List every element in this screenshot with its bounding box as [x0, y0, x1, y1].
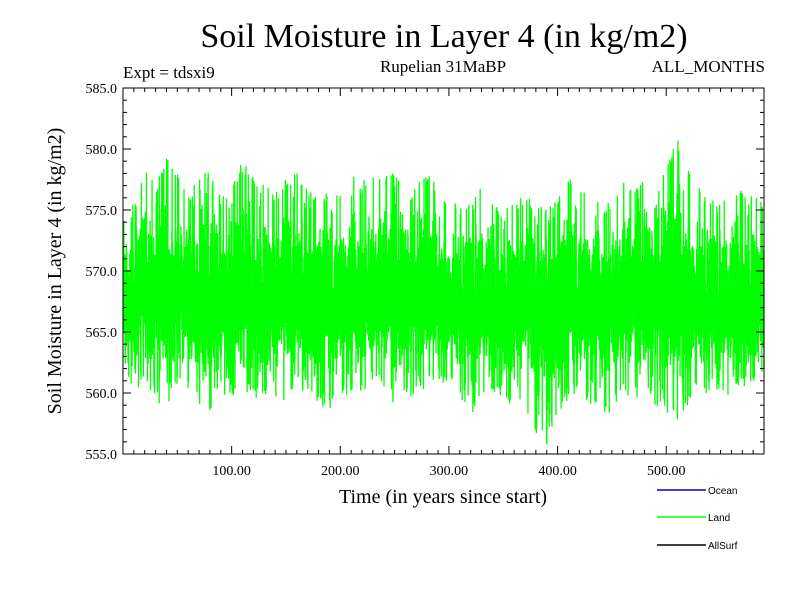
experiment-label: Expt = tdsxi9 [123, 63, 215, 82]
legend-label-ocean: Ocean [708, 486, 737, 497]
chart-title: Soil Moisture in Layer 4 (in kg/m2) [200, 18, 687, 55]
y-tick-label: 555.0 [86, 448, 118, 463]
legend: Ocean Land AllSurf [657, 486, 738, 552]
x-axis-label: Time (in years since start) [339, 486, 547, 508]
y-tick-label: 580.0 [86, 143, 118, 158]
period-label: Rupelian 31MaBP [380, 57, 506, 76]
x-tick-label: 100.00 [212, 464, 251, 479]
months-label: ALL_MONTHS [652, 57, 765, 76]
plot-series-group [122, 140, 765, 445]
x-tick-label: 200.00 [321, 464, 360, 479]
legend-label-allsurf: AllSurf [708, 541, 738, 552]
x-axis-ticks: 100.00 200.00 300.00 400.00 500.00 [133, 88, 754, 479]
x-tick-label: 500.00 [647, 464, 686, 479]
land-series-line [122, 140, 765, 445]
x-tick-label: 300.00 [430, 464, 469, 479]
y-tick-label: 585.0 [86, 82, 118, 97]
y-axis-ticks: 555.0 560.0 565.0 570.0 575.0 580.0 585.0 [86, 82, 764, 463]
y-axis-label: Soil Moisture in Layer 4 (in kg/m2) [44, 128, 66, 415]
y-tick-label: 565.0 [86, 326, 118, 341]
y-tick-label: 560.0 [86, 387, 118, 402]
legend-label-land: Land [708, 513, 730, 524]
y-tick-label: 575.0 [86, 204, 118, 219]
x-tick-label: 400.00 [538, 464, 577, 479]
y-tick-label: 570.0 [86, 265, 118, 280]
